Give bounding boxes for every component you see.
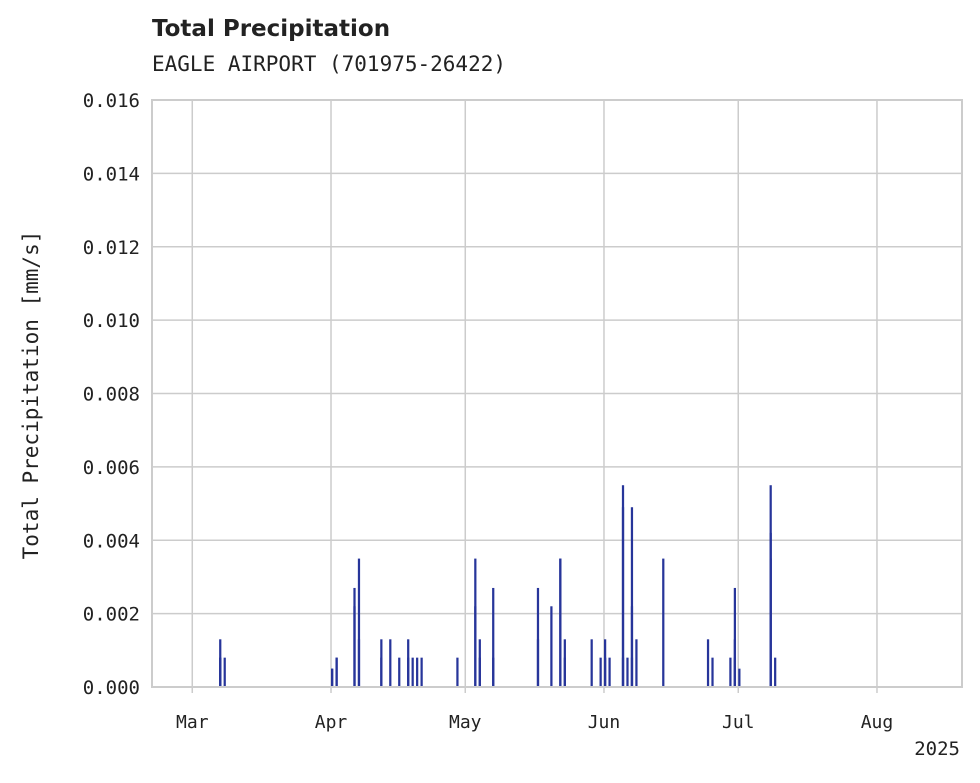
- precip-bar: [733, 657, 737, 687]
- precip-bar: [662, 558, 665, 687]
- precip-bar: [711, 657, 714, 687]
- precip-bar: [603, 639, 607, 687]
- y-tick-label: 0.000: [83, 677, 140, 699]
- precip-bar: [357, 558, 361, 687]
- y-tick-label: 0.002: [83, 604, 140, 626]
- precip-bar: [357, 639, 361, 687]
- precip-bar: [474, 558, 477, 687]
- y-tick-label: 0.004: [83, 530, 140, 552]
- precip-bar: [769, 558, 772, 687]
- chart-subtitle: EAGLE AIRPORT (701975-26422): [152, 52, 507, 76]
- precip-bar: [630, 507, 634, 687]
- precip-bar: [630, 606, 634, 687]
- precip-bar: [478, 657, 481, 687]
- precip-bar: [635, 639, 638, 687]
- x-tick-label: Mar: [176, 712, 209, 733]
- precip-bar: [380, 657, 383, 687]
- y-tick-label: 0.014: [83, 163, 140, 185]
- precip-bar: [407, 657, 410, 687]
- precip-bar: [706, 639, 710, 687]
- precip-bar: [492, 587, 495, 687]
- precip-bar: [563, 657, 566, 687]
- y-tick-label: 0.016: [83, 90, 140, 112]
- y-tick-label: 0.012: [83, 237, 140, 259]
- x-tick-label: Jun: [588, 712, 621, 733]
- axes: 0.000 0.002 0.004 0.006 0.008 0.010 0.012 0.014…: [83, 90, 963, 733]
- precip-bar: [416, 657, 419, 687]
- x-tick-label: Aug: [861, 712, 894, 733]
- precip-bar: [733, 587, 737, 687]
- x-tick-label: May: [449, 712, 482, 733]
- x-offset-label: 2025: [914, 738, 960, 760]
- precip-bar: [389, 639, 392, 687]
- precip-bar: [335, 657, 338, 687]
- y-axis-label: Total Precipitation [mm/s]: [19, 231, 43, 560]
- precip-bar: [550, 606, 553, 687]
- precip-bar: [223, 657, 226, 687]
- precip-bar: [353, 606, 356, 687]
- precip-bar: [729, 657, 732, 687]
- x-tick-label: Apr: [315, 712, 348, 733]
- precip-bar: [398, 657, 401, 687]
- plot-frame: [151, 99, 963, 688]
- precip-bar: [331, 668, 334, 687]
- precip-bar: [420, 657, 423, 687]
- precip-bar: [608, 657, 611, 687]
- y-tick-label: 0.006: [83, 457, 140, 479]
- precip-bar: [621, 657, 625, 687]
- precip-bar: [590, 639, 593, 687]
- precip-bar: [536, 587, 540, 687]
- precip-bar: [559, 558, 562, 687]
- precip-bar: [621, 507, 625, 687]
- precip-bar: [738, 668, 741, 687]
- precip-bar: [411, 657, 414, 687]
- precip-bar: [219, 639, 222, 687]
- y-tick-label: 0.008: [83, 384, 140, 406]
- precip-bar: [626, 657, 629, 687]
- precip-bar: [599, 657, 602, 687]
- precip-bar: [456, 657, 459, 687]
- x-tick-label: Jul: [722, 712, 755, 733]
- chart-title: Total Precipitation: [152, 16, 391, 42]
- bars: [219, 485, 777, 687]
- precip-bar: [536, 639, 540, 687]
- y-tick-label: 0.010: [83, 310, 140, 332]
- grid: [152, 99, 962, 688]
- precip-bar: [774, 657, 777, 687]
